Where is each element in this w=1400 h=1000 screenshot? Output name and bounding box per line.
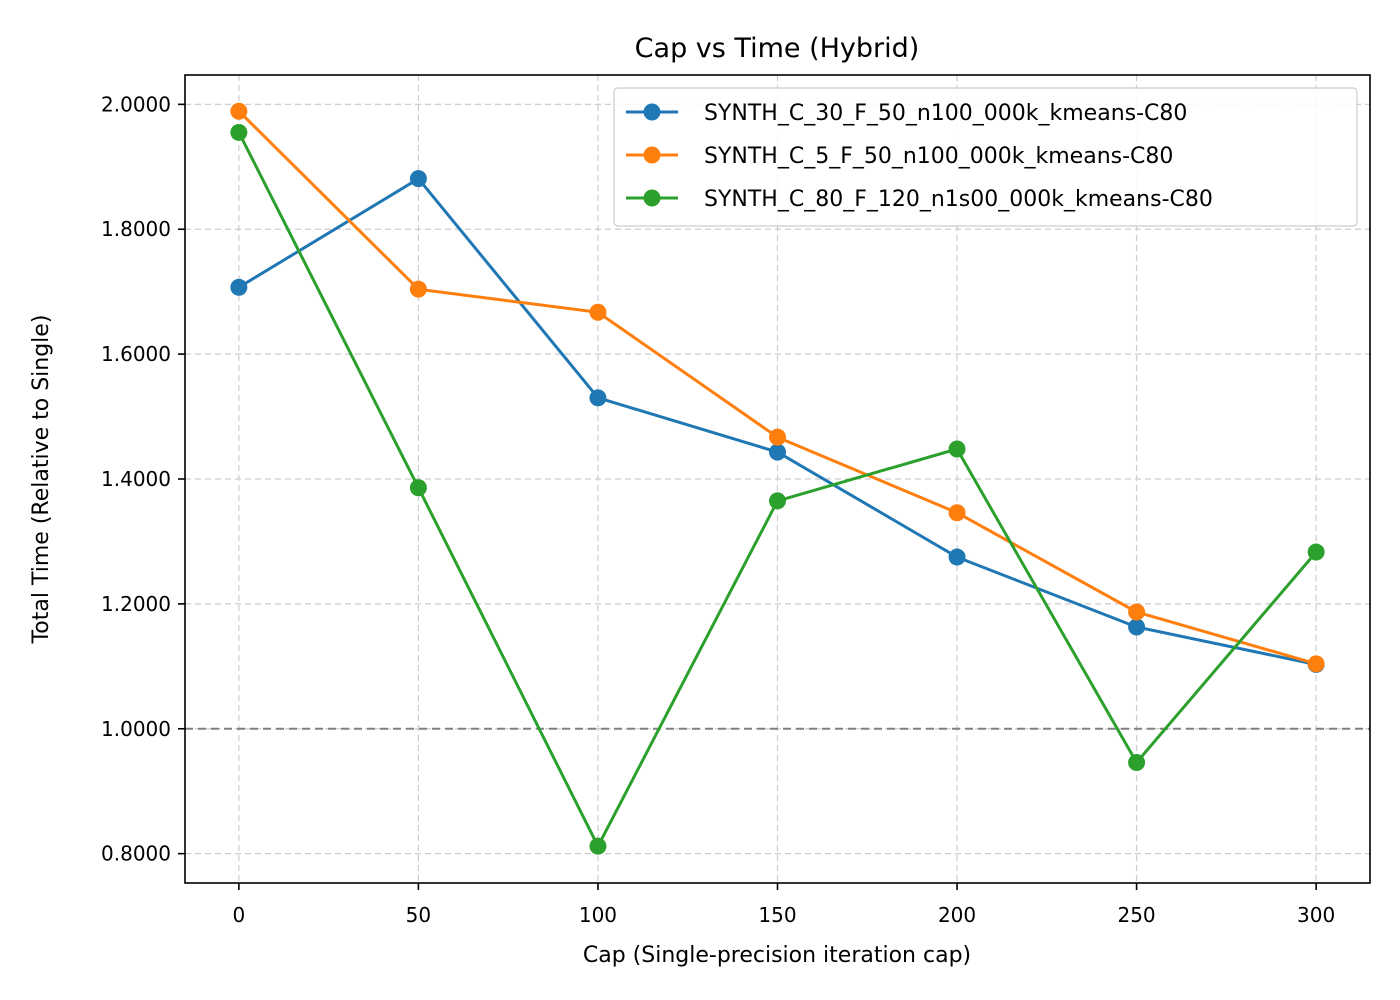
data-point xyxy=(409,170,427,188)
data-point xyxy=(589,389,607,407)
data-point xyxy=(1307,543,1325,561)
data-point xyxy=(230,278,248,296)
x-tick-label: 300 xyxy=(1297,903,1335,927)
legend-box xyxy=(613,87,1358,227)
x-tick-label: 250 xyxy=(1117,903,1155,927)
data-point xyxy=(1128,618,1146,636)
data-point xyxy=(769,492,786,510)
x-tick-label: 100 xyxy=(579,903,617,927)
y-axis-label: Total Time (Relative to Single) xyxy=(29,315,54,645)
y-tick-label: 1.4000 xyxy=(101,467,171,491)
x-axis-label: Cap (Single-precision iteration cap) xyxy=(583,943,971,968)
y-tick-label: 2.0000 xyxy=(101,92,171,116)
legend-swatch-marker xyxy=(643,103,661,121)
x-tick-label: 50 xyxy=(406,903,431,927)
data-point xyxy=(948,504,966,522)
legend-entry-label: SYNTH_C_30_F_50_n100_000k_kmeans-C80 xyxy=(704,101,1187,126)
data-point xyxy=(230,102,248,120)
legend-entry-label: SYNTH_C_5_F_50_n100_000k_kmeans-C80 xyxy=(704,144,1173,169)
data-point xyxy=(769,443,786,461)
x-tick-label: 200 xyxy=(938,903,976,927)
x-tick-label: 0 xyxy=(232,903,245,927)
legend-entry-label: SYNTH_C_80_F_120_n1s00_000k_kmeans-C80 xyxy=(704,187,1213,212)
data-point xyxy=(1307,655,1325,673)
chart-title: Cap vs Time (Hybrid) xyxy=(635,33,920,64)
legend-swatch-marker xyxy=(643,146,661,164)
legend-swatch-marker xyxy=(643,189,661,207)
data-point xyxy=(409,280,427,298)
data-point xyxy=(948,548,966,566)
data-point xyxy=(589,837,607,855)
legend: SYNTH_C_30_F_50_n100_000k_kmeans-C80 SYNT… xyxy=(613,87,1358,227)
series-line-1 xyxy=(238,177,1317,666)
axis-ticks: 0 50 100 150 200 250 300 0.8000 1.0000 1.2000 1.40… xyxy=(101,92,1335,927)
data-point xyxy=(769,428,786,446)
data-point xyxy=(1128,753,1146,771)
y-tick-label: 1.0000 xyxy=(101,717,171,741)
y-tick-label: 1.8000 xyxy=(101,217,171,241)
x-tick-label: 150 xyxy=(758,903,796,927)
data-point xyxy=(409,479,427,497)
data-point xyxy=(589,303,607,321)
series-lines xyxy=(230,102,1325,855)
data-point xyxy=(1128,603,1146,621)
y-tick-label: 0.8000 xyxy=(101,842,171,866)
y-tick-label: 1.6000 xyxy=(101,342,171,366)
y-tick-label: 1.2000 xyxy=(101,592,171,616)
data-point xyxy=(230,123,248,141)
data-point xyxy=(948,440,966,458)
